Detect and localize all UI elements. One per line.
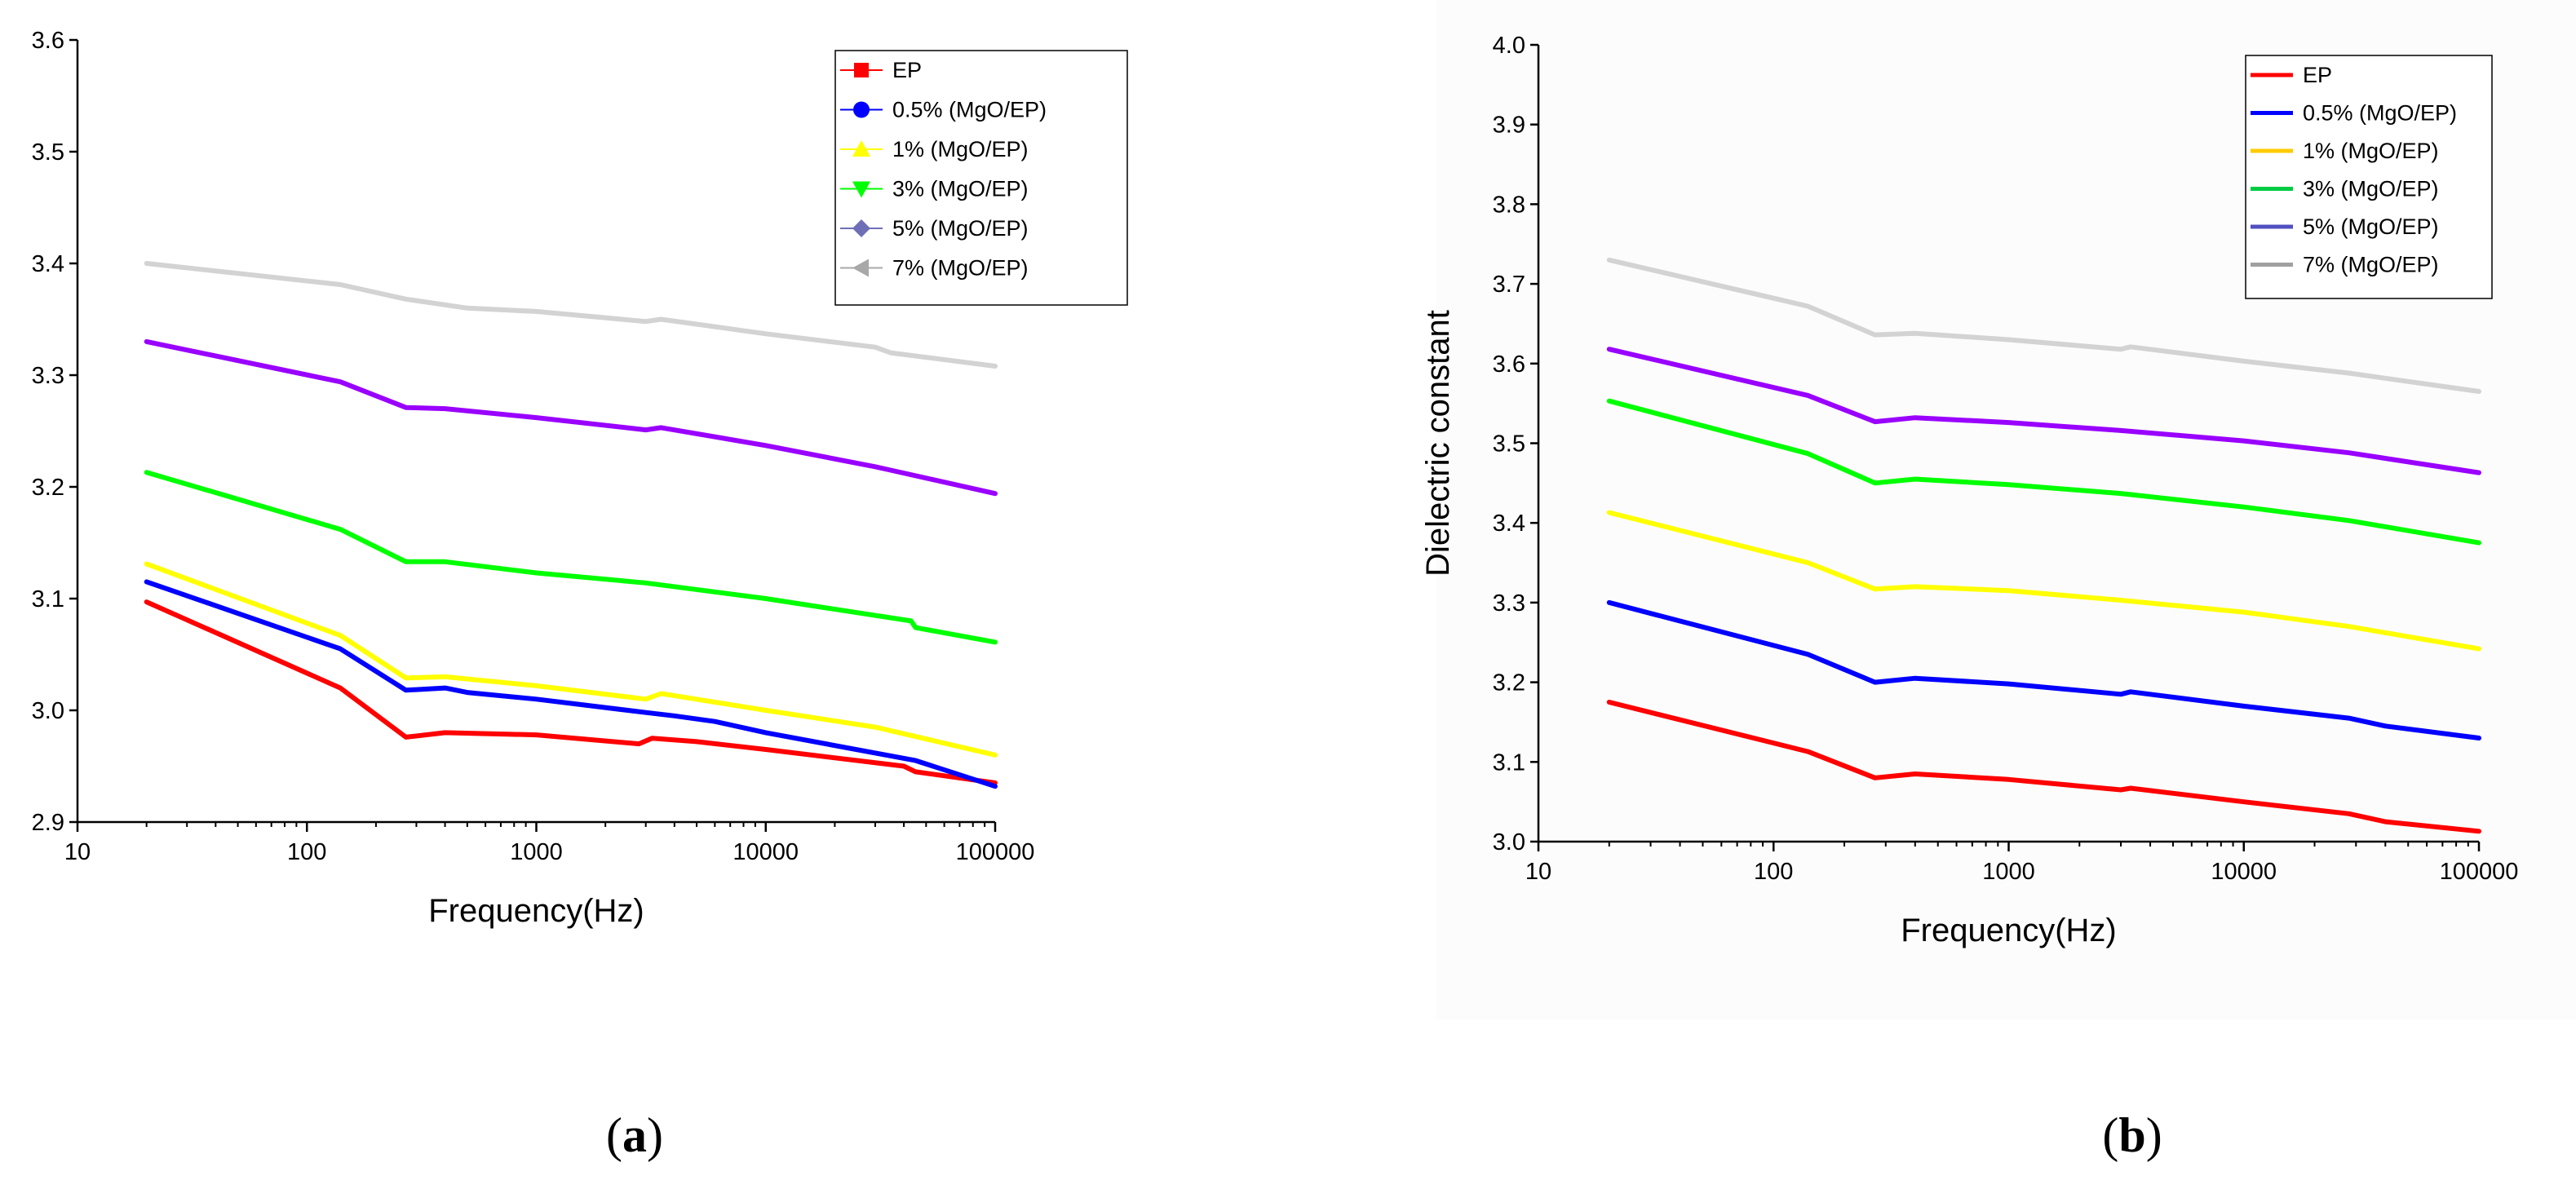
- y-tick-label: 3.0: [32, 698, 64, 724]
- y-axis-title: Dielectric constant: [1420, 310, 1456, 577]
- x-tick-label: 1000: [1982, 859, 2035, 885]
- y-tick-label: 3.6: [1493, 351, 1525, 378]
- y-tick-label: 3.5: [32, 139, 64, 166]
- series-line: [1606, 347, 2481, 475]
- y-tick-label: 3.0: [1493, 829, 1525, 855]
- y-tick-label: 3.1: [32, 586, 64, 612]
- legend-label: 3% (MgO/EP): [892, 177, 1029, 201]
- panel-a-caption: (a): [606, 1108, 663, 1162]
- legend-label: 1% (MgO/EP): [892, 137, 1029, 161]
- x-tick-label: 10: [64, 839, 91, 865]
- legend-box: [834, 50, 1128, 306]
- x-tick-label: 10000: [733, 839, 799, 865]
- x-tick-label: 10000: [2211, 859, 2277, 885]
- y-tick-label: 3.3: [1493, 590, 1525, 617]
- series-line: [1606, 700, 2481, 834]
- y-tick-label: 3.4: [32, 251, 64, 277]
- legend-marker: [852, 219, 870, 237]
- y-tick-label: 3.2: [32, 475, 64, 501]
- x-tick-label: 100: [287, 839, 326, 865]
- x-tick-label: 1000: [510, 839, 563, 865]
- x-tick-label: 100: [1754, 859, 1793, 885]
- y-tick-label: 3.2: [1493, 670, 1525, 696]
- legend-label: 5% (MgO/EP): [892, 216, 1029, 241]
- legend-label: EP: [892, 58, 922, 82]
- series-line: [144, 579, 998, 789]
- legend-label: EP: [2303, 63, 2332, 87]
- panel-b-chart: 3.0 3.1 3.2 3.3 3.4 3.5 3.6 3.7 3.8 3.9 4.0 10 100 10…: [1420, 33, 2518, 948]
- y-tick-label: 3.4: [1493, 511, 1525, 537]
- legend-marker: [852, 181, 870, 198]
- legend-marker: [854, 63, 869, 77]
- legend-label: 7% (MgO/EP): [2303, 253, 2439, 277]
- legend-box: [2245, 55, 2493, 299]
- y-tick-label: 3.7: [1493, 272, 1525, 298]
- legend-label: 7% (MgO/EP): [892, 256, 1029, 281]
- series-line: [1606, 257, 2481, 394]
- y-tick-label: 4.0: [1493, 33, 1525, 59]
- series-line: [144, 470, 998, 645]
- y-tick-label: 3.3: [32, 363, 64, 389]
- legend-marker: [852, 140, 870, 157]
- x-axis-title: Frequency(Hz): [1901, 913, 2117, 948]
- legend-marker: [853, 101, 870, 118]
- series-line: [1606, 398, 2481, 546]
- panel-a-chart: 2.9 3.0 3.1 3.2 3.3 3.4 3.5 3.6 10 100 1000 10000 10…: [32, 28, 1128, 929]
- y-tick-label: 3.1: [1493, 749, 1525, 776]
- y-tick-label: 3.6: [32, 28, 64, 54]
- legend-marker: [852, 259, 869, 277]
- legend-label: 0.5% (MgO/EP): [892, 98, 1047, 122]
- series-line: [1606, 599, 2481, 740]
- legend-label: 0.5% (MgO/EP): [2303, 101, 2457, 126]
- series-line: [144, 561, 998, 758]
- x-tick-label: 100000: [956, 839, 1035, 865]
- x-axis-title: Frequency(Hz): [428, 893, 644, 929]
- legend-label: 5% (MgO/EP): [2303, 214, 2439, 239]
- x-tick-label: 100000: [2440, 859, 2519, 885]
- series-line: [144, 599, 998, 785]
- series-line: [1606, 510, 2481, 652]
- legend-label: 1% (MgO/EP): [2303, 139, 2439, 163]
- panel-b-caption: (b): [2102, 1108, 2162, 1162]
- series-line: [144, 338, 998, 497]
- y-tick-label: 3.5: [1493, 431, 1525, 458]
- legend-label: 3% (MgO/EP): [2303, 177, 2439, 201]
- y-tick-label: 3.9: [1493, 113, 1525, 139]
- x-tick-label: 10: [1525, 859, 1551, 885]
- y-tick-label: 3.8: [1493, 192, 1525, 218]
- series-line: [144, 261, 998, 369]
- y-tick-label: 2.9: [32, 810, 64, 836]
